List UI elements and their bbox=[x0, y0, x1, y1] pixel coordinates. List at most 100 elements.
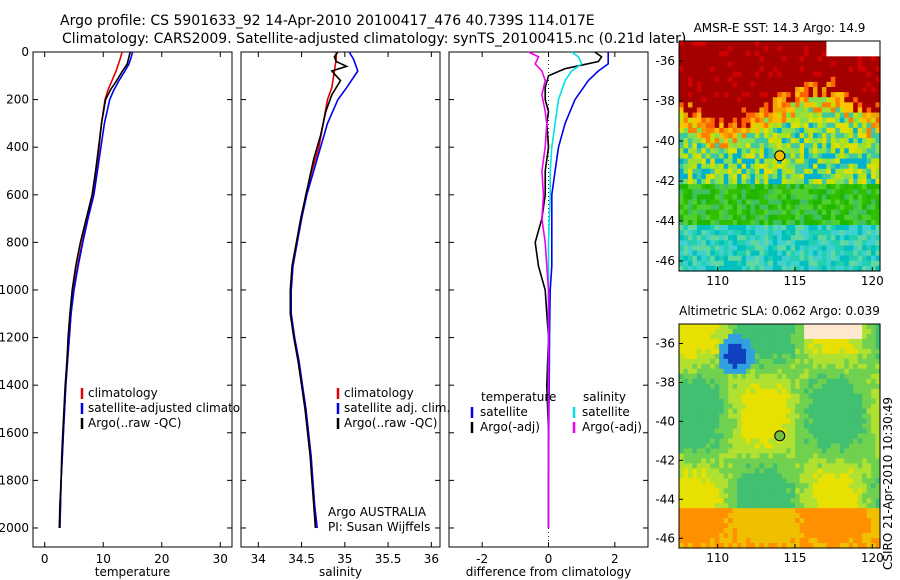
map-cell bbox=[710, 453, 716, 459]
map-cell bbox=[813, 66, 819, 73]
map-cell bbox=[705, 448, 711, 455]
map-cell bbox=[723, 488, 729, 494]
map-cell bbox=[687, 483, 693, 489]
map-cell bbox=[866, 353, 872, 360]
map-cell bbox=[741, 250, 747, 257]
map-cell bbox=[746, 398, 752, 405]
map-cell bbox=[772, 255, 778, 262]
map-cell bbox=[804, 112, 810, 119]
map-cell bbox=[830, 324, 836, 330]
map-cell bbox=[719, 240, 725, 247]
map-cell bbox=[763, 443, 769, 450]
map-cell bbox=[732, 255, 738, 262]
map-cell bbox=[687, 158, 693, 165]
map-cell bbox=[786, 173, 792, 180]
map-cell bbox=[799, 214, 805, 221]
map-cell bbox=[786, 423, 792, 430]
map-cell bbox=[701, 127, 707, 134]
map-cell bbox=[871, 92, 877, 98]
map-cell bbox=[826, 71, 832, 78]
map-cell bbox=[759, 413, 765, 420]
sst_map-title: AMSR-E SST: 14.3 Argo: 14.9 bbox=[694, 21, 866, 35]
map-cell bbox=[737, 408, 743, 415]
map-cell bbox=[732, 348, 738, 355]
map-cell bbox=[687, 255, 693, 262]
map-cell bbox=[696, 458, 702, 464]
map-cell bbox=[714, 163, 720, 170]
map-cell bbox=[786, 438, 792, 445]
map-cell bbox=[830, 503, 836, 509]
map-cell bbox=[750, 438, 756, 445]
map-cell bbox=[754, 97, 760, 103]
map-cell bbox=[723, 51, 729, 57]
map-cell bbox=[875, 513, 881, 519]
map-cell bbox=[826, 235, 832, 241]
map-cell bbox=[821, 503, 827, 509]
map-cell bbox=[687, 148, 693, 155]
map-cell bbox=[786, 76, 792, 83]
map-cell bbox=[683, 358, 689, 365]
map-cell bbox=[723, 127, 729, 134]
map-cell bbox=[728, 97, 734, 103]
y-tick-label: -38 bbox=[655, 375, 675, 389]
map-cell bbox=[723, 363, 729, 370]
map-cell bbox=[696, 173, 702, 180]
map-cell bbox=[679, 388, 685, 395]
map-cell bbox=[830, 448, 836, 455]
map-cell bbox=[857, 483, 863, 489]
map-cell bbox=[786, 368, 792, 375]
map-cell bbox=[830, 153, 836, 160]
map-cell bbox=[853, 245, 859, 252]
map-cell bbox=[830, 463, 836, 469]
map-cell bbox=[723, 173, 729, 180]
map-cell bbox=[705, 363, 711, 370]
map-cell bbox=[826, 158, 832, 165]
map-cell bbox=[696, 468, 702, 474]
map-cell bbox=[853, 143, 859, 149]
map-cell bbox=[714, 230, 720, 236]
map-cell bbox=[723, 112, 729, 119]
map-cell bbox=[679, 189, 685, 195]
map-cell bbox=[763, 523, 769, 529]
map-cell bbox=[687, 433, 693, 440]
map-cell bbox=[763, 518, 769, 524]
temperature-axes-frame bbox=[32, 51, 233, 548]
map-cell bbox=[830, 87, 836, 93]
map-cell bbox=[710, 255, 716, 262]
map-cell bbox=[786, 112, 792, 119]
map-cell bbox=[799, 438, 805, 445]
map-cell bbox=[683, 133, 689, 139]
map-cell bbox=[701, 81, 707, 88]
map-cell bbox=[835, 92, 841, 98]
map-cell bbox=[862, 478, 868, 484]
map-cell bbox=[862, 87, 868, 93]
map-cell bbox=[862, 428, 868, 435]
map-cell bbox=[839, 328, 845, 335]
map-cell bbox=[687, 478, 693, 484]
map-cell bbox=[844, 158, 850, 165]
map-cell bbox=[857, 240, 863, 247]
map-cell bbox=[777, 498, 783, 504]
map-cell bbox=[732, 363, 738, 370]
map-cell bbox=[701, 235, 707, 241]
map-cell bbox=[714, 76, 720, 83]
map-cell bbox=[808, 328, 814, 335]
map-cell bbox=[701, 133, 707, 139]
map-cell bbox=[701, 448, 707, 455]
map-cell bbox=[795, 189, 801, 195]
map-cell bbox=[862, 443, 868, 450]
map-cell bbox=[844, 194, 850, 201]
map-cell bbox=[875, 478, 881, 484]
map-cell bbox=[679, 428, 685, 435]
map-cell bbox=[714, 204, 720, 211]
map-cell bbox=[875, 66, 881, 73]
map-cell bbox=[790, 343, 796, 350]
map-cell bbox=[719, 433, 725, 440]
map-cell bbox=[871, 199, 877, 206]
map-cell bbox=[835, 363, 841, 370]
map-cell bbox=[821, 498, 827, 504]
map-cell bbox=[799, 153, 805, 160]
map-cell bbox=[804, 41, 810, 47]
map-cell bbox=[817, 61, 823, 68]
